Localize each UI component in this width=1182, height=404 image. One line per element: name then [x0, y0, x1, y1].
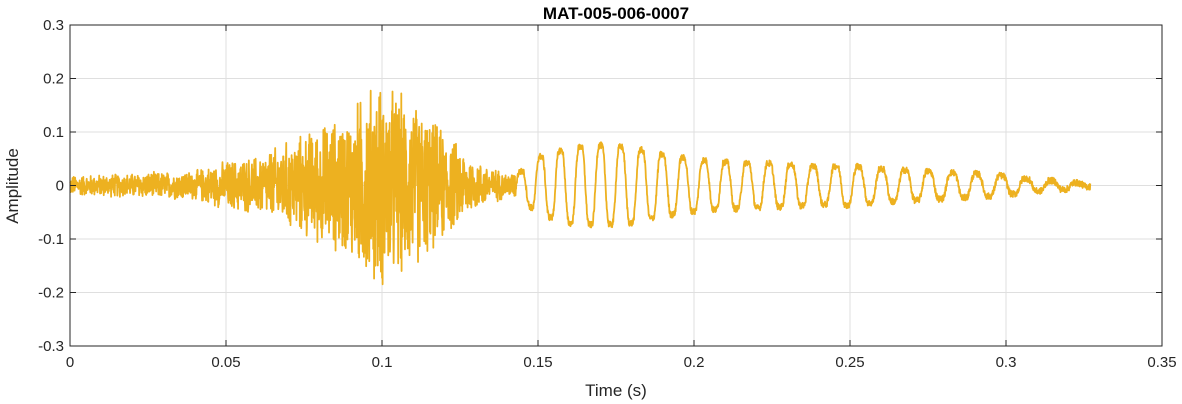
x-axis-ticks: 0 0.05 0.1 0.15 0.2 0.25 0.3 0.35 [66, 25, 1177, 371]
waveform-line [69, 89, 1092, 286]
x-tick-label: 0.35 [1147, 354, 1176, 371]
y-tick-label: 0 [56, 178, 64, 195]
y-axis-ticks: -0.3 -0.2 -0.1 0 0.1 0.2 0.3 [38, 17, 1162, 355]
chart-title: MAT-005-006-0007 [543, 4, 689, 23]
y-tick-label: -0.1 [38, 231, 64, 248]
y-tick-label: 0.3 [43, 17, 64, 34]
x-tick-label: 0 [66, 354, 74, 371]
x-axis-label: Time (s) [585, 381, 647, 400]
x-tick-label: 0.05 [211, 354, 240, 371]
y-tick-label: -0.3 [38, 338, 64, 355]
y-axis-label: Amplitude [3, 148, 22, 224]
y-tick-label: 0.2 [43, 71, 64, 88]
x-tick-label: 0.3 [996, 354, 1017, 371]
x-tick-label: 0.15 [523, 354, 552, 371]
x-tick-label: 0.1 [372, 354, 393, 371]
y-tick-label: 0.1 [43, 124, 64, 141]
y-tick-label: -0.2 [38, 285, 64, 302]
x-tick-label: 0.2 [684, 354, 705, 371]
x-tick-label: 0.25 [835, 354, 864, 371]
